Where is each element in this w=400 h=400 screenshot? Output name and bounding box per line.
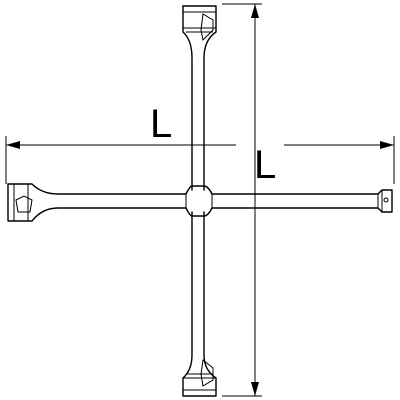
- horizontal-arm: [7, 183, 393, 222]
- dimension-label-vertical: L: [254, 143, 276, 187]
- center-hub: [185, 185, 213, 217]
- dimension-horizontal: [5, 136, 395, 184]
- vertical-arm: [182, 5, 217, 397]
- dimension-label-horizontal: L: [150, 102, 172, 146]
- dimension-vertical: [222, 3, 262, 397]
